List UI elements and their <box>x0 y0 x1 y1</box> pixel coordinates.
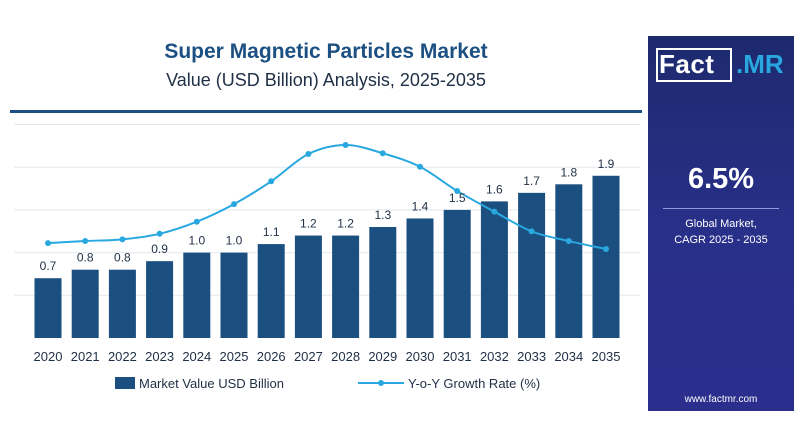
bar-2025 <box>220 252 248 338</box>
website-link[interactable]: www.factmr.com <box>684 394 758 405</box>
x-tick-2034: 2034 <box>554 349 583 364</box>
x-tick-2033: 2033 <box>517 349 546 364</box>
data-label-2035: 1.9 <box>598 157 615 171</box>
cagr-value: 6.5% <box>687 163 755 195</box>
data-label-2020: 0.7 <box>40 259 57 273</box>
data-label-2032: 1.6 <box>486 182 503 196</box>
bar-2027 <box>294 235 322 338</box>
bar-2035 <box>592 175 620 338</box>
chart-subtitle: Value (USD Billion) Analysis, 2025-2035 <box>166 70 486 90</box>
grid-lines <box>14 124 640 296</box>
bar-2034 <box>555 184 583 338</box>
bar-2021 <box>71 269 99 338</box>
x-tick-2026: 2026 <box>257 349 286 364</box>
data-label-2031: 1.5 <box>449 191 466 205</box>
growth-point-2021 <box>82 238 89 245</box>
x-tick-2020: 2020 <box>34 349 63 364</box>
x-axis-ticks: 2020 2021 2022 2023 2024 2025 2026 2027 2028 2029… <box>34 349 621 364</box>
bar-2033 <box>518 192 546 338</box>
growth-point-2028 <box>342 142 349 148</box>
data-label-2033: 1.7 <box>523 174 540 188</box>
bar-2032 <box>480 201 508 338</box>
bar-2022 <box>108 269 136 338</box>
x-tick-2035: 2035 <box>592 349 621 364</box>
legend: Market Value USD Billion Y-o-Y Growth Ra… <box>115 376 540 391</box>
bar-2029 <box>369 227 397 338</box>
growth-point-2033 <box>528 228 535 235</box>
logo-box <box>656 48 732 82</box>
growth-point-2024 <box>193 218 200 225</box>
data-label-2024: 1.0 <box>188 234 205 248</box>
sidebar-divider <box>663 208 779 209</box>
bars <box>34 175 620 338</box>
growth-point-2035 <box>603 246 609 252</box>
data-label-2029: 1.3 <box>374 208 391 222</box>
growth-point-2027 <box>305 150 312 157</box>
bar-2026 <box>257 244 285 338</box>
x-tick-2022: 2022 <box>108 349 137 364</box>
bar-2024 <box>183 252 211 338</box>
data-label-2023: 0.9 <box>151 242 168 256</box>
factmr-logo: Fact .MR <box>656 48 790 82</box>
data-label-2034: 1.8 <box>560 165 577 179</box>
growth-point-2030 <box>417 163 423 170</box>
chart-title: Super Magnetic Particles Market <box>164 40 488 63</box>
growth-point-2023 <box>156 230 163 237</box>
logo-text-mr: .MR <box>736 49 784 79</box>
bar-2030 <box>406 218 434 338</box>
bar-2020 <box>34 278 62 338</box>
growth-point-2031 <box>454 187 461 194</box>
growth-point-2034 <box>565 238 572 245</box>
x-tick-2023: 2023 <box>145 349 174 364</box>
legend-line-label: Y-o-Y Growth Rate (%) <box>408 376 540 391</box>
x-tick-2027: 2027 <box>294 349 323 364</box>
x-tick-2021: 2021 <box>71 349 100 364</box>
data-label-2026: 1.1 <box>263 225 280 239</box>
legend-bar-swatch <box>115 377 135 389</box>
sidebar-panel <box>648 36 794 411</box>
bar-2028 <box>332 235 360 338</box>
x-tick-2028: 2028 <box>331 349 360 364</box>
x-tick-2025: 2025 <box>220 349 249 364</box>
legend-line-marker <box>378 380 384 386</box>
growth-line <box>45 142 609 252</box>
data-label-2030: 1.4 <box>412 199 429 213</box>
growth-point-2020 <box>45 240 51 247</box>
legend-bar-label: Market Value USD Billion <box>139 376 284 391</box>
growth-point-2025 <box>231 201 237 208</box>
growth-point-2026 <box>268 178 275 185</box>
x-tick-2032: 2032 <box>480 349 509 364</box>
x-tick-2030: 2030 <box>406 349 435 364</box>
growth-point-2032 <box>491 208 498 215</box>
data-labels: 0.7 0.8 0.8 0.9 1.0 1.0 1.1 1.2 1.2 1.3 1.4 1.5 1.6 1… <box>40 157 615 273</box>
x-tick-2031: 2031 <box>443 349 472 364</box>
bar-2023 <box>146 261 174 338</box>
growth-line-path <box>47 143 607 250</box>
cagr-label-line2: CAGR 2025 - 2035 <box>674 234 768 246</box>
data-label-2025: 1.0 <box>226 234 243 248</box>
data-label-2022: 0.8 <box>114 251 131 265</box>
data-label-2021: 0.8 <box>77 251 94 265</box>
bar-2031 <box>443 209 471 338</box>
data-label-2027: 1.2 <box>300 217 317 231</box>
x-tick-2024: 2024 <box>182 349 211 364</box>
title-divider <box>10 110 642 113</box>
growth-point-2022 <box>119 236 126 243</box>
x-tick-2029: 2029 <box>368 349 397 364</box>
data-label-2028: 1.2 <box>337 217 354 231</box>
growth-point-2029 <box>379 150 386 157</box>
cagr-label-line1: Global Market, <box>685 218 757 230</box>
logo-text-fact: Fact <box>659 49 715 79</box>
